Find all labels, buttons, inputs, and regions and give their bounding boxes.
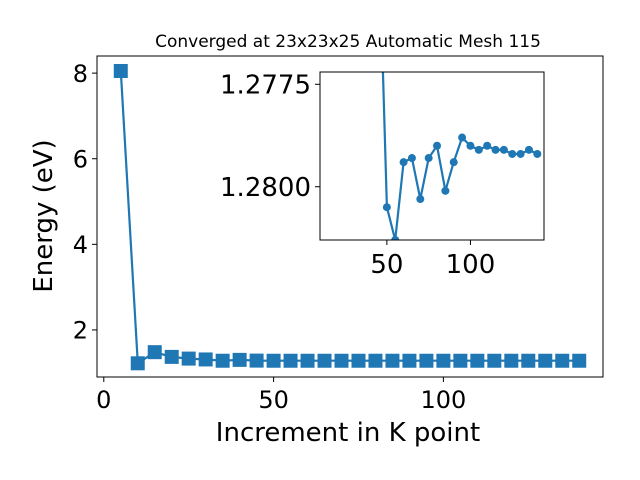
x-tick-label: 50 — [258, 386, 289, 414]
y-tick-label: 1.2775 — [220, 71, 311, 101]
y-tick-label: 4 — [73, 231, 88, 259]
data-point — [368, 353, 383, 368]
data-point — [385, 353, 400, 368]
data-point — [232, 352, 247, 367]
data-point — [249, 353, 264, 368]
data-point — [538, 353, 553, 368]
data-point — [572, 353, 587, 368]
data-point — [317, 353, 332, 368]
data-point — [466, 141, 475, 150]
data-point — [483, 141, 492, 150]
y-tick-label: 6 — [73, 145, 88, 173]
data-point — [521, 353, 536, 368]
data-point — [436, 353, 451, 368]
x-tick-label: 50 — [370, 250, 403, 280]
x-tick-label: 100 — [446, 250, 496, 280]
data-point — [402, 353, 417, 368]
x-axis-label: Increment in K point — [216, 418, 480, 448]
data-point — [300, 353, 315, 368]
data-point — [130, 356, 145, 371]
data-point — [453, 353, 468, 368]
data-point — [524, 145, 533, 154]
data-point — [416, 195, 425, 204]
data-point — [407, 154, 416, 163]
data-point — [487, 353, 502, 368]
data-point — [449, 158, 458, 167]
inset-plot-frame — [319, 71, 545, 241]
data-point — [334, 353, 349, 368]
data-point — [164, 349, 179, 364]
y-tick-label: 8 — [73, 60, 88, 88]
y-axis-label: Energy (eV) — [29, 139, 59, 292]
chart-title: Converged at 23x23x25 Automatic Mesh 115 — [155, 32, 541, 52]
data-point — [399, 158, 408, 167]
inset-chart: 50 100 1.2775 1.2800 — [220, 71, 545, 280]
inset-y-ticks: 1.2775 1.2800 — [220, 71, 320, 203]
main-series-line — [119, 70, 580, 366]
y-tick-label: 2 — [73, 317, 88, 345]
data-point — [533, 149, 542, 158]
data-point — [474, 145, 483, 154]
data-point — [555, 353, 570, 368]
data-point — [508, 149, 517, 158]
data-point — [424, 154, 433, 163]
inset-series-points — [382, 133, 542, 240]
data-point — [215, 353, 230, 368]
x-tick-label: 100 — [420, 386, 466, 414]
x-tick-label: 0 — [96, 386, 111, 414]
data-point — [382, 203, 391, 212]
main-series-points — [113, 63, 587, 371]
main-plot-frame — [96, 55, 604, 378]
y-tick-label: 1.2800 — [220, 173, 311, 203]
data-point — [458, 133, 467, 142]
data-point — [283, 353, 298, 368]
data-point — [441, 186, 450, 195]
data-point — [351, 353, 366, 368]
main-chart: Converged at 23x23x25 Automatic Mesh 115… — [29, 32, 604, 448]
inset-x-ticks: 50 100 — [370, 240, 495, 280]
data-point — [419, 353, 434, 368]
data-point — [391, 236, 400, 240]
data-point — [491, 145, 500, 154]
data-point — [198, 352, 213, 367]
data-point — [470, 353, 485, 368]
main-x-ticks: 0 50 100 — [96, 377, 466, 414]
data-point — [499, 145, 508, 154]
data-point — [504, 353, 519, 368]
main-y-ticks: 2 4 6 8 — [73, 60, 97, 345]
data-point — [516, 149, 525, 158]
data-point — [113, 63, 128, 78]
data-point — [433, 141, 442, 150]
data-point — [181, 351, 196, 366]
data-point — [147, 345, 162, 360]
data-point — [266, 353, 281, 368]
